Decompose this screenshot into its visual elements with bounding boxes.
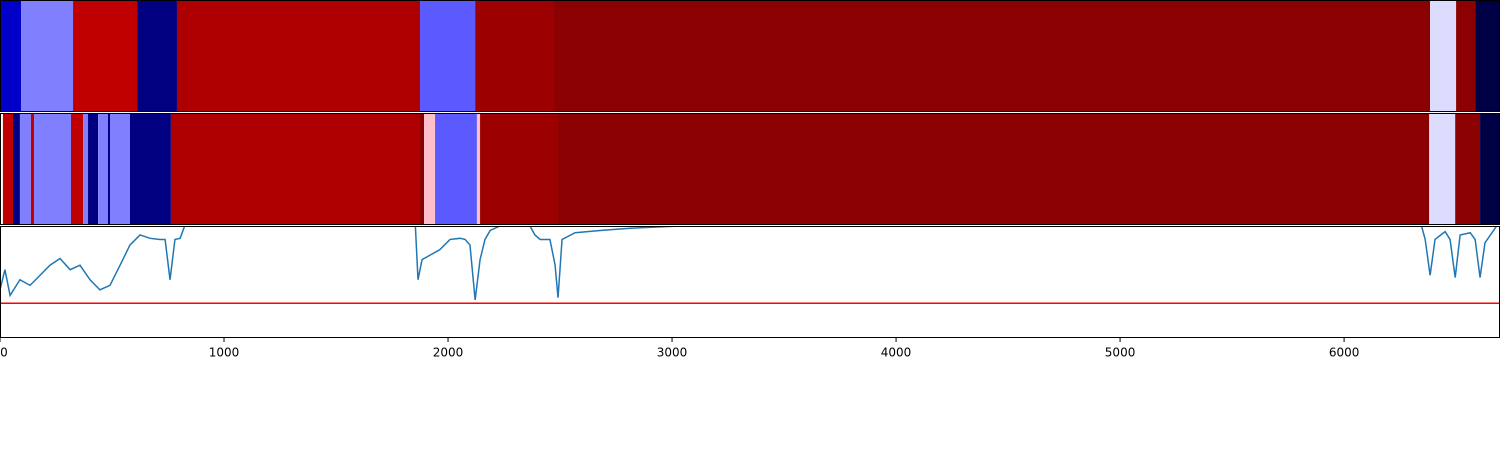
segment xyxy=(137,0,177,112)
x-tick-label: 0 xyxy=(0,346,8,360)
segment xyxy=(73,0,138,112)
data-line xyxy=(0,226,1498,301)
segment xyxy=(558,113,1430,225)
x-tick-label: 1000 xyxy=(209,346,240,360)
segment xyxy=(12,113,20,225)
segment xyxy=(1480,113,1500,225)
segment xyxy=(98,113,108,225)
panel xyxy=(0,0,1500,112)
segment xyxy=(476,113,481,225)
segment xyxy=(420,113,425,225)
segment xyxy=(420,0,476,112)
segment xyxy=(475,0,554,112)
segment xyxy=(21,0,74,112)
segment xyxy=(1456,0,1476,112)
segment xyxy=(30,113,35,225)
segment xyxy=(0,0,22,112)
panel xyxy=(2,113,1500,225)
segment xyxy=(83,113,89,225)
segment xyxy=(129,113,171,225)
segment xyxy=(2,113,13,225)
x-tick-label: 3000 xyxy=(657,346,688,360)
panel xyxy=(0,226,1500,305)
segment xyxy=(170,113,421,225)
x-tick-label: 5000 xyxy=(1105,346,1136,360)
segment xyxy=(1475,0,1500,112)
segment xyxy=(19,113,31,225)
x-tick-label: 4000 xyxy=(881,346,912,360)
segment xyxy=(88,113,99,225)
segment xyxy=(176,0,421,112)
panel-frame xyxy=(0,226,1500,338)
segment xyxy=(435,113,477,225)
segment xyxy=(109,113,130,225)
segment xyxy=(1455,113,1481,225)
x-tick-label: 2000 xyxy=(433,346,464,360)
segment xyxy=(107,113,110,225)
segment xyxy=(424,113,436,225)
segment xyxy=(480,113,559,225)
segment xyxy=(553,0,1431,112)
x-tick-label: 6000 xyxy=(1329,346,1360,360)
segment xyxy=(1429,113,1456,225)
segment xyxy=(34,113,72,225)
segment xyxy=(71,113,84,225)
segment xyxy=(1430,0,1457,112)
